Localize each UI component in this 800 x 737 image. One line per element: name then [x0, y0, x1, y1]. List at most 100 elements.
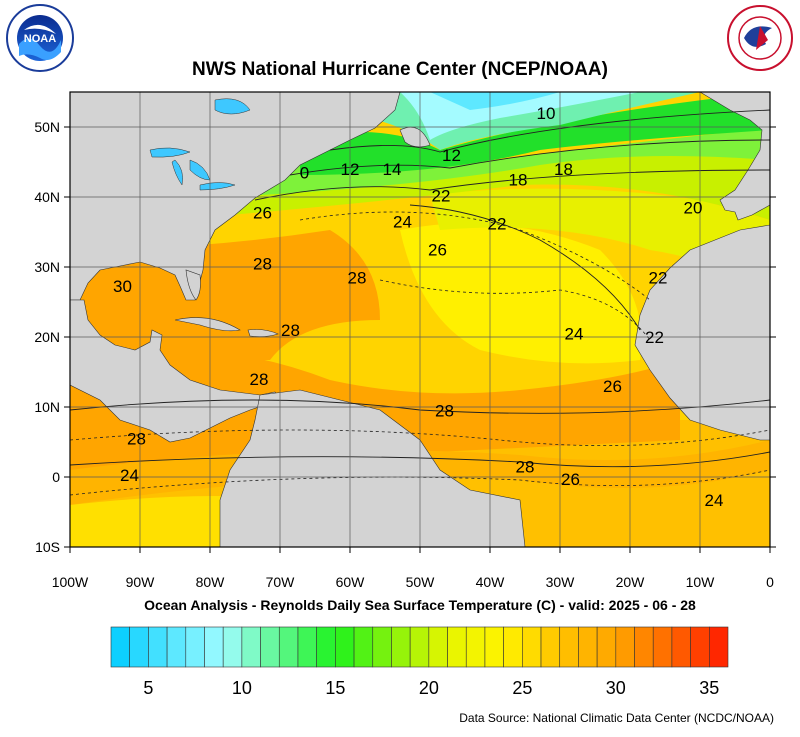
colorbar-swatch: [335, 626, 355, 668]
noaa-logo-text: NOAA: [24, 33, 56, 45]
contour-label: 28: [281, 321, 300, 340]
lat-tick-label: 30N: [34, 259, 60, 275]
contour-label: 28: [516, 458, 535, 477]
colorbar-swatch: [540, 626, 561, 668]
contour-labels: 10 12 14 12 0 18 18 22 26 24 22 20 26 28 28 30 22 24 22 28 2…: [113, 104, 723, 510]
lon-tick-label: 20W: [616, 574, 646, 590]
nws-logo: [727, 5, 793, 71]
colorbar-swatch: [372, 626, 392, 668]
lon-tick-label: 100W: [52, 574, 89, 590]
colorbar-label: 25: [512, 678, 532, 698]
lon-tick-label: 0: [766, 574, 774, 590]
contour-label: 26: [428, 241, 447, 260]
colorbar-swatch: [428, 626, 448, 668]
colorbar-swatch: [185, 626, 205, 668]
colorbar-swatch: [409, 626, 430, 668]
colorbar-label: 10: [232, 678, 252, 698]
lat-tick-label: 20N: [34, 329, 60, 345]
contour-label: 22: [649, 269, 668, 288]
colorbar-swatch: [671, 626, 691, 668]
contour-label: 12: [341, 160, 360, 179]
colorbar-swatch: [578, 626, 598, 668]
colorbar-label: 15: [325, 678, 345, 698]
contour-label: 22: [488, 215, 507, 234]
contour-label: 0: [300, 164, 309, 183]
colorbar-swatch: [503, 626, 523, 668]
colorbar-swatch: [278, 626, 299, 668]
colorbar-swatch: [465, 626, 486, 668]
colorbar-swatch: [391, 626, 411, 668]
colorbar-swatch: [652, 626, 673, 668]
contour-label: 14: [383, 160, 402, 179]
colorbar-swatch: [129, 626, 149, 668]
lon-tick-label: 60W: [336, 574, 366, 590]
noaa-logo: NOAA: [6, 4, 74, 72]
lon-tick-label: 90W: [126, 574, 156, 590]
contour-label: 24: [565, 325, 584, 344]
colorbar-swatch: [709, 626, 729, 668]
lon-tick-label: 50W: [406, 574, 436, 590]
colorbar-swatch: [615, 626, 635, 668]
contour-label: 22: [432, 187, 451, 206]
colorbar-swatch: [297, 626, 317, 668]
colorbar-swatch: [690, 626, 710, 668]
lon-tick-label: 30W: [546, 574, 576, 590]
dashed-contours: [70, 211, 770, 496]
lat-tick-label: 40N: [34, 189, 60, 205]
contour-label: 26: [603, 377, 622, 396]
contour-label: 20: [684, 199, 703, 218]
colorbar-swatch: [522, 626, 542, 668]
lon-tick-label: 40W: [476, 574, 506, 590]
contour-label: 26: [253, 203, 272, 222]
map-grid: [70, 92, 770, 547]
axis-ticks: 100W 90W 80W 70W 60W 50W 40W 30W 20W 10W 0 50N 40N 30…: [34, 119, 776, 590]
lon-tick-label: 10W: [686, 574, 716, 590]
colorbar-swatch: [148, 626, 168, 668]
colorbar-swatch: [241, 626, 261, 668]
land-masses: [70, 92, 770, 547]
contour-label: 28: [435, 402, 454, 421]
lat-tick-label: 10N: [34, 399, 60, 415]
colorbar-swatch: [222, 626, 243, 668]
colorbar-label: 35: [699, 678, 719, 698]
colorbar-label: 30: [606, 678, 626, 698]
colorbar-swatch: [559, 626, 579, 668]
colorbar-swatch: [596, 626, 617, 668]
map-caption: Ocean Analysis - Reynolds Daily Sea Surf…: [144, 597, 696, 613]
contour-label: 12: [442, 146, 461, 165]
colorbar: 5 10 15 20 25 30 35: [110, 626, 729, 698]
contour-label: 22: [645, 328, 664, 347]
lon-tick-label: 70W: [266, 574, 296, 590]
lat-tick-label: 50N: [34, 119, 60, 135]
colorbar-swatch: [634, 626, 654, 668]
map-area: 10 12 14 12 0 18 18 22 26 24 22 20 26 28 28 30 22 24 22 28 2…: [70, 92, 770, 547]
contour-label: 28: [253, 255, 272, 274]
contour-label: 26: [561, 470, 580, 489]
lon-tick-label: 80W: [196, 574, 226, 590]
contour-label: 18: [509, 171, 528, 190]
colorbar-swatch: [204, 626, 224, 668]
colorbar-swatch: [166, 626, 187, 668]
colorbar-label: 20: [419, 678, 439, 698]
data-source: Data Source: National Climatic Data Cent…: [459, 711, 774, 725]
contour-label: 18: [554, 160, 573, 179]
lat-tick-label: 10S: [35, 539, 60, 555]
contour-label: 24: [120, 466, 139, 485]
solid-contours: [70, 109, 770, 468]
page-title: NWS National Hurricane Center (NCEP/NOAA…: [192, 59, 608, 80]
contour-label: 10: [537, 104, 556, 123]
contour-label: 24: [705, 491, 724, 510]
great-lakes: [149, 98, 251, 191]
colorbar-swatch: [260, 626, 280, 668]
lat-tick-label: 0: [52, 469, 60, 485]
colorbar-swatch: [353, 626, 374, 668]
colorbar-swatch: [447, 626, 467, 668]
colorbar-label: 5: [143, 678, 153, 698]
contour-label: 28: [348, 269, 367, 288]
contour-label: 28: [250, 370, 269, 389]
colorbar-swatch: [484, 626, 504, 668]
colorbar-swatch: [316, 626, 336, 668]
contour-label: 30: [113, 277, 132, 296]
contour-label: 24: [393, 213, 412, 232]
